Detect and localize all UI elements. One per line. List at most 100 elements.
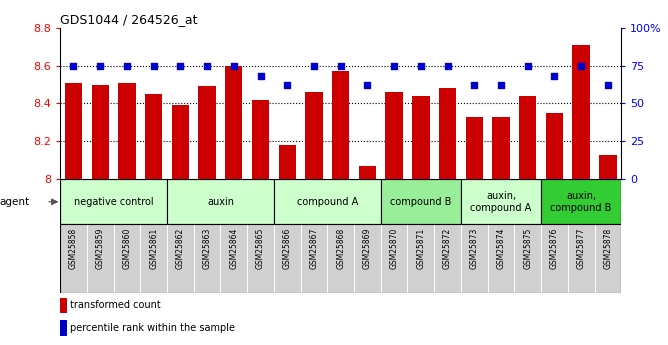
Bar [327, 224, 354, 293]
Text: auxin: auxin [207, 197, 234, 207]
Bar [519, 96, 536, 179]
Text: GSM25868: GSM25868 [336, 228, 345, 269]
Bar [194, 224, 220, 293]
Bar [172, 105, 189, 179]
Text: GSM25865: GSM25865 [256, 228, 265, 269]
Text: auxin,
compound A: auxin, compound A [470, 191, 532, 213]
Point [603, 82, 613, 88]
Bar [140, 224, 167, 293]
Text: GSM25874: GSM25874 [496, 228, 506, 269]
Bar [599, 155, 617, 179]
Bar [118, 82, 136, 179]
Bar [492, 117, 510, 179]
Bar [92, 85, 109, 179]
Bar [439, 88, 456, 179]
Bar [274, 224, 301, 293]
Point [309, 63, 319, 68]
Bar [466, 117, 483, 179]
Text: GSM25859: GSM25859 [96, 228, 105, 269]
Point [442, 63, 453, 68]
Point [522, 63, 533, 68]
Bar [407, 224, 434, 293]
Bar [541, 224, 568, 293]
Text: percentile rank within the sample: percentile rank within the sample [70, 323, 235, 333]
Point [228, 63, 239, 68]
Bar [385, 92, 403, 179]
Text: GSM25876: GSM25876 [550, 228, 559, 269]
Bar [301, 224, 327, 293]
Text: GSM25877: GSM25877 [576, 228, 586, 269]
Text: GSM25862: GSM25862 [176, 228, 185, 269]
Bar [60, 298, 67, 313]
Text: GSM25863: GSM25863 [202, 228, 212, 269]
Bar [60, 179, 167, 224]
Bar [279, 145, 296, 179]
Point [202, 63, 212, 68]
Bar [198, 86, 216, 179]
Text: GSM25872: GSM25872 [443, 228, 452, 269]
Text: GSM25869: GSM25869 [363, 228, 372, 269]
Bar [359, 166, 376, 179]
Text: GSM25871: GSM25871 [416, 228, 426, 269]
Text: GSM25867: GSM25867 [309, 228, 319, 269]
Bar [434, 224, 461, 293]
Bar [65, 82, 82, 179]
Point [496, 82, 506, 88]
Text: GSM25858: GSM25858 [69, 228, 78, 269]
Bar [381, 224, 407, 293]
Text: GSM25873: GSM25873 [470, 228, 479, 269]
Bar [595, 224, 621, 293]
Bar [87, 224, 114, 293]
Bar [167, 224, 194, 293]
Text: agent: agent [0, 197, 29, 207]
Text: GSM25875: GSM25875 [523, 228, 532, 269]
Text: GSM25866: GSM25866 [283, 228, 292, 269]
Bar [332, 71, 349, 179]
Bar [305, 92, 323, 179]
Bar [60, 320, 67, 336]
Bar [568, 224, 595, 293]
Point [335, 63, 346, 68]
Text: transformed count: transformed count [70, 300, 161, 310]
Point [148, 63, 159, 68]
Text: compound A: compound A [297, 197, 358, 207]
Point [469, 82, 480, 88]
Point [362, 82, 373, 88]
Bar [167, 179, 274, 224]
Text: GSM25870: GSM25870 [389, 228, 399, 269]
Text: GDS1044 / 264526_at: GDS1044 / 264526_at [60, 13, 198, 27]
Bar [381, 179, 461, 224]
Bar [114, 224, 140, 293]
Point [415, 63, 426, 68]
Point [255, 73, 266, 79]
Point [389, 63, 399, 68]
Bar [247, 224, 274, 293]
Bar [412, 96, 430, 179]
Point [175, 63, 186, 68]
Text: GSM25861: GSM25861 [149, 228, 158, 269]
Text: auxin,
compound B: auxin, compound B [550, 191, 612, 213]
Point [95, 63, 106, 68]
Bar [572, 45, 590, 179]
Text: GSM25878: GSM25878 [603, 228, 613, 269]
Bar [60, 224, 87, 293]
Bar [546, 113, 563, 179]
Bar [145, 94, 162, 179]
Point [282, 82, 293, 88]
Point [68, 63, 79, 68]
Text: GSM25860: GSM25860 [122, 228, 132, 269]
Text: GSM25864: GSM25864 [229, 228, 238, 269]
Bar [220, 224, 247, 293]
Point [122, 63, 132, 68]
Bar [252, 100, 269, 179]
Bar [514, 224, 541, 293]
Point [549, 73, 560, 79]
Bar [354, 224, 381, 293]
Bar [541, 179, 621, 224]
Bar [461, 224, 488, 293]
Point [576, 63, 587, 68]
Text: negative control: negative control [73, 197, 154, 207]
Text: compound B: compound B [390, 197, 452, 207]
Bar [225, 66, 242, 179]
Bar [274, 179, 381, 224]
